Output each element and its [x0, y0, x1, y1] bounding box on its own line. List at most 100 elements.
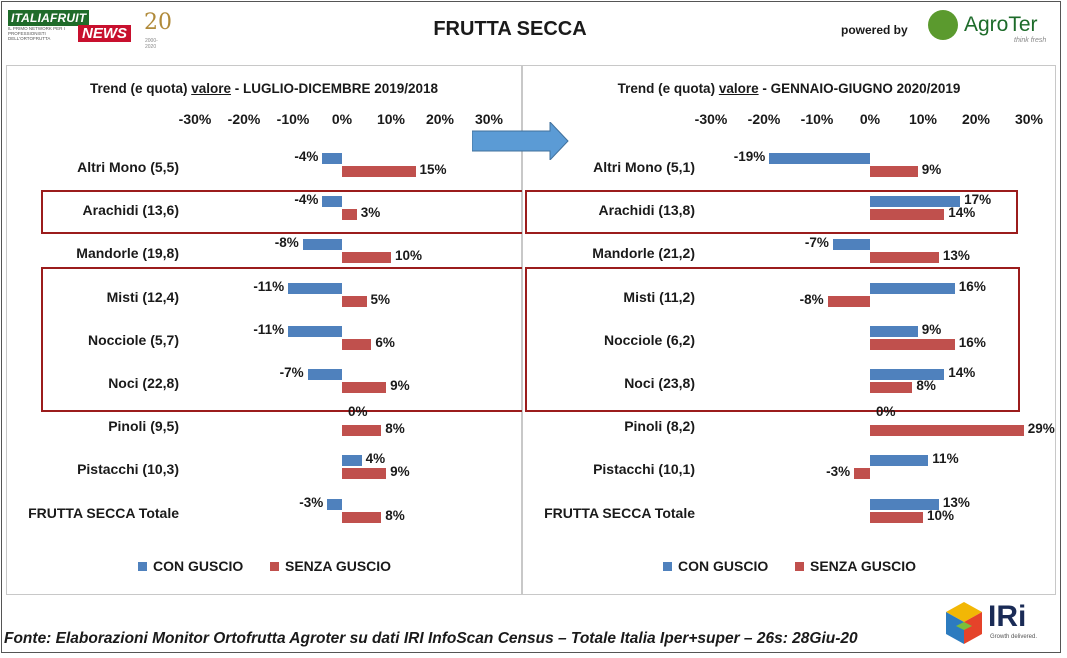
x-tick-label: -10%	[276, 111, 310, 127]
data-label-senza-guscio: -8%	[799, 291, 824, 307]
x-tick-label: -20%	[227, 111, 261, 127]
arrow-right-icon	[472, 122, 569, 160]
agroter-name: AgroTer	[964, 13, 1038, 36]
data-label-con-guscio: 0%	[876, 404, 896, 420]
highlight-box	[525, 190, 1018, 234]
category-label: Altri Mono (5,5)	[77, 159, 179, 175]
category-label: Mandorle (19,8)	[76, 245, 179, 262]
agroter-logo[interactable]: AgroTer think fresh	[928, 10, 1058, 46]
chart-title-suffix: - GENNAIO-GIUGNO 2020/2019	[758, 81, 961, 96]
data-label-senza-guscio: 13%	[942, 248, 970, 264]
bar-senza-guscio	[342, 382, 387, 393]
category-label: Nocciole (6,2)	[603, 331, 695, 348]
data-label-senza-guscio: 8%	[385, 421, 405, 437]
powered-by-label: powered by	[841, 23, 908, 37]
source-footer: Fonte: Elaborazioni Monitor Ortofrutta A…	[4, 630, 858, 647]
chart-title-left: Trend (e quota) valore - LUGLIO-DICEMBRE…	[7, 81, 521, 96]
chart-title-suffix: - LUGLIO-DICEMBRE 2019/2018	[230, 81, 439, 96]
category-label: Pinoli (8,2)	[624, 418, 695, 435]
legend-label: CON GUSCIO	[678, 558, 769, 574]
category-label: Misti (11,2)	[623, 288, 695, 305]
bar-senza-guscio	[854, 468, 870, 480]
legend-con-guscio: CON GUSCIO	[138, 558, 243, 574]
italiafruit-news-logo[interactable]: ITALIAFRUIT IL PRIMO NETWORK PER I PROFE…	[8, 10, 172, 50]
bar-con-guscio	[870, 369, 945, 380]
bar-senza-guscio	[342, 511, 382, 523]
data-label-senza-guscio: -3%	[826, 464, 851, 480]
data-label-con-guscio: -3%	[299, 494, 324, 510]
legend-swatch-red	[795, 561, 804, 571]
category-label: Mandorle (21,2)	[592, 245, 695, 262]
data-label-senza-guscio: 9%	[390, 378, 410, 393]
data-label-con-guscio: 11%	[932, 451, 959, 467]
data-label-con-guscio: -11%	[253, 278, 285, 294]
data-label-con-guscio: 0%	[348, 404, 368, 420]
data-label-senza-guscio: 5%	[370, 291, 391, 307]
data-label-con-guscio: -4%	[294, 149, 319, 164]
x-tick-label: 20%	[961, 111, 991, 127]
category-label: Pistacchi (10,3)	[77, 461, 179, 478]
bar-con-guscio	[327, 498, 342, 510]
iri-logo[interactable]: IRi Growth delivered.	[944, 600, 1054, 646]
x-tick-label: 0%	[859, 111, 881, 127]
bar-con-guscio	[832, 239, 870, 251]
x-tick-label: 30%	[474, 111, 504, 127]
category-label: FRUTTA SECCA Totale	[28, 504, 179, 521]
legend-con-guscio: CON GUSCIO	[663, 558, 768, 574]
bar-senza-guscio	[342, 295, 367, 307]
bar-senza-guscio	[870, 382, 913, 393]
data-label-con-guscio: 17%	[964, 192, 992, 208]
bar-con-guscio	[870, 455, 929, 467]
data-label-con-guscio: 13%	[942, 494, 970, 510]
category-label: Misti (12,4)	[106, 288, 179, 305]
bar-con-guscio	[870, 196, 961, 208]
data-label-senza-guscio: 16%	[958, 334, 986, 350]
category-label: Altri Mono (5,1)	[593, 159, 695, 175]
data-label-con-guscio: 4%	[365, 451, 386, 467]
legend-senza-guscio: SENZA GUSCIO	[270, 558, 391, 574]
bar-senza-guscio	[870, 252, 939, 264]
data-label-con-guscio: 9%	[921, 321, 942, 337]
iri-cube-icon	[946, 602, 982, 644]
x-tick-label: -30%	[178, 111, 212, 127]
logo-tagline: IL PRIMO NETWORK PER I PROFESSIONISTI DE…	[8, 26, 65, 41]
x-tick-label: 0%	[331, 111, 353, 127]
bar-senza-guscio	[870, 166, 918, 177]
bar-con-guscio	[322, 196, 342, 208]
data-label-con-guscio: 16%	[958, 278, 986, 294]
bar-con-guscio	[307, 369, 342, 380]
data-label-con-guscio: -8%	[274, 235, 299, 251]
bar-senza-guscio	[870, 425, 1024, 437]
bar-con-guscio	[288, 282, 342, 294]
legend-label: SENZA GUSCIO	[285, 558, 392, 574]
data-label-con-guscio: -7%	[804, 235, 829, 251]
anniversary-number: 20	[144, 10, 172, 35]
category-label: FRUTTA SECCA Totale	[544, 504, 695, 521]
chart-title-prefix: Trend (e quota)	[89, 81, 192, 96]
data-label-con-guscio: -4%	[294, 192, 319, 208]
legend-senza-guscio: SENZA GUSCIO	[795, 558, 916, 574]
bar-con-guscio	[769, 153, 870, 164]
bar-senza-guscio	[342, 252, 391, 264]
legend-label: SENZA GUSCIO	[810, 558, 917, 574]
data-label-senza-guscio: 6%	[375, 334, 395, 350]
x-tick-label: -20%	[747, 111, 781, 127]
bar-senza-guscio	[342, 338, 372, 350]
category-label: Pistacchi (10,1)	[593, 461, 695, 478]
x-tick-label: 20%	[425, 111, 455, 127]
legend-label: CON GUSCIO	[153, 558, 244, 574]
data-label-senza-guscio: 10%	[927, 507, 955, 523]
data-label-con-guscio: -7%	[279, 365, 304, 380]
data-label-senza-guscio: 10%	[395, 248, 423, 264]
agroter-leaf-icon	[928, 10, 958, 40]
iri-tagline: Growth delivered.	[990, 634, 1038, 640]
agroter-subtitle: think fresh	[1014, 37, 1047, 44]
bar-senza-guscio	[342, 468, 387, 480]
legend-swatch-red	[270, 561, 279, 571]
legend-swatch-blue	[663, 561, 672, 571]
data-label-senza-guscio: 14%	[948, 205, 976, 221]
bar-senza-guscio	[342, 209, 357, 221]
bar-con-guscio	[342, 455, 362, 467]
bar-senza-guscio	[342, 166, 416, 177]
